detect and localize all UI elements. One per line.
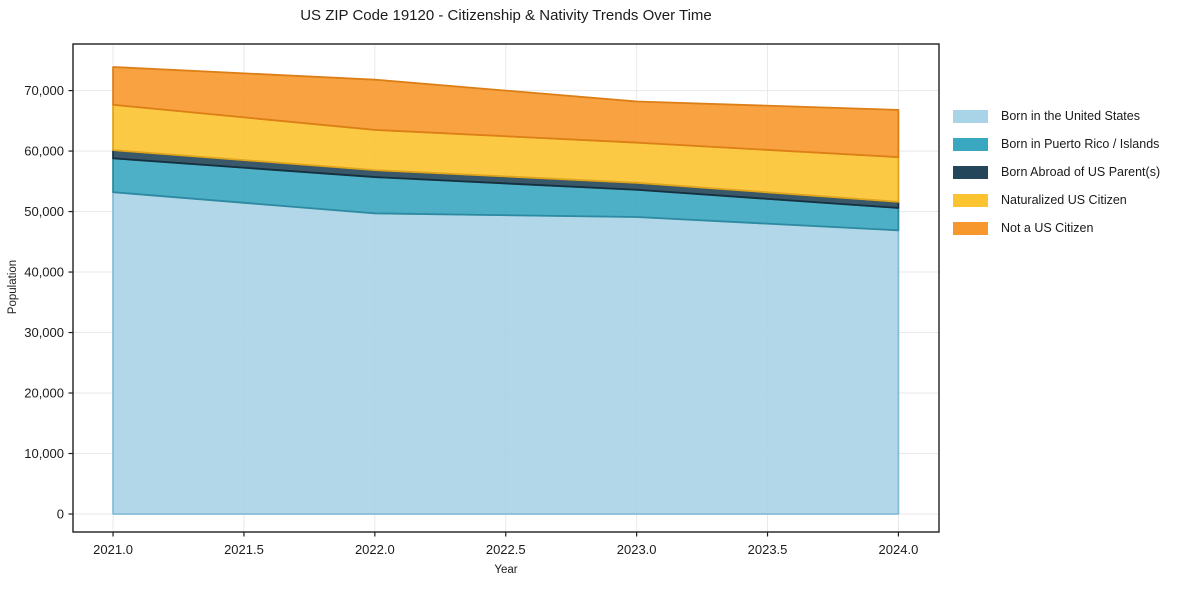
x-tick-label: 2023.5 xyxy=(748,542,788,557)
area-series-4 xyxy=(112,66,900,159)
chart-title: US ZIP Code 19120 - Citizenship & Nativi… xyxy=(300,7,712,24)
legend-label: Born Abroad of US Parent(s) xyxy=(1001,165,1161,179)
legend-swatch xyxy=(953,138,988,151)
legend: Born in the United States Born in Puerto … xyxy=(953,110,1160,250)
legend-item: Born in the United States xyxy=(953,110,1160,123)
legend-label: Born in the United States xyxy=(1001,109,1140,123)
y-tick-label: 30,000 xyxy=(24,325,64,340)
y-tick-label: 70,000 xyxy=(24,83,64,98)
legend-label: Naturalized US Citizen xyxy=(1001,193,1127,207)
y-tick-label: 20,000 xyxy=(24,386,64,401)
y-tick-label: 10,000 xyxy=(24,446,64,461)
x-tick-label: 2021.0 xyxy=(93,542,133,557)
x-tick-label: 2022.5 xyxy=(486,542,526,557)
legend-swatch xyxy=(953,110,988,123)
legend-swatch xyxy=(953,166,988,179)
y-tick-label: 60,000 xyxy=(24,144,64,159)
x-axis-label: Year xyxy=(494,564,518,576)
legend-item: Born Abroad of US Parent(s) xyxy=(953,166,1160,179)
y-tick-label: 40,000 xyxy=(24,265,64,280)
legend-label: Born in Puerto Rico / Islands xyxy=(1001,137,1160,151)
legend-swatch xyxy=(953,194,988,207)
legend-item: Born in Puerto Rico / Islands xyxy=(953,138,1160,151)
x-tick-label: 2024.0 xyxy=(879,542,919,557)
x-tick-label: 2021.5 xyxy=(224,542,264,557)
legend-item: Naturalized US Citizen xyxy=(953,194,1160,207)
x-tick-label: 2022.0 xyxy=(355,542,395,557)
legend-item: Not a US Citizen xyxy=(953,222,1160,235)
area-series-0 xyxy=(112,191,900,515)
y-tick-label: 50,000 xyxy=(24,204,64,219)
legend-label: Not a US Citizen xyxy=(1001,221,1094,235)
x-tick-label: 2023.0 xyxy=(617,542,657,557)
y-axis-label: Population xyxy=(7,259,19,315)
legend-swatch xyxy=(953,222,988,235)
y-tick-label: 0 xyxy=(57,506,64,521)
